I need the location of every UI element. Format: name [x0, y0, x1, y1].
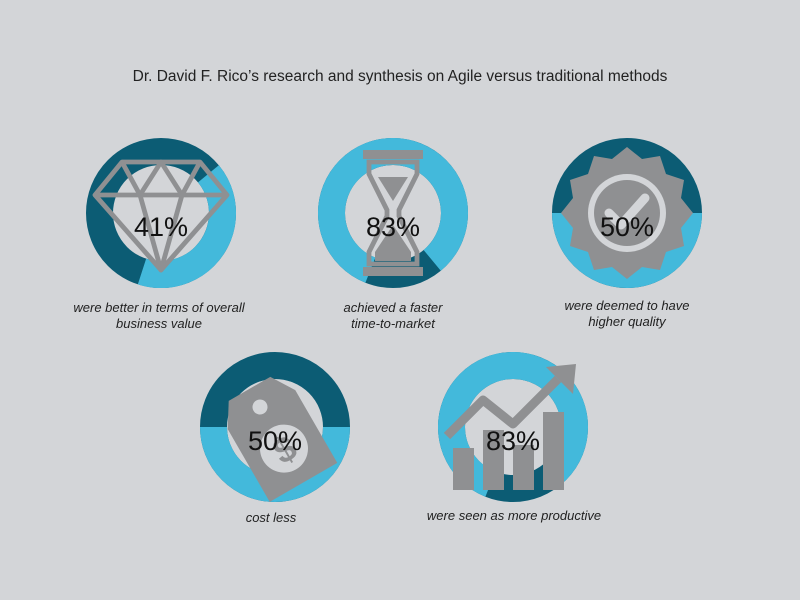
- caption-line: were deemed to have: [564, 298, 690, 313]
- caption-line: were seen as more productive: [426, 508, 602, 523]
- price-tag-icon: $: [227, 376, 338, 502]
- donut-time-to-market: 83%: [318, 138, 468, 288]
- caption-cost-less: cost less: [151, 510, 391, 526]
- donut-productive: 83%: [438, 352, 588, 502]
- percent-label: 83%: [485, 426, 541, 456]
- donut-cost-less: $ 50%: [200, 352, 350, 502]
- donut-higher-quality: 50%: [552, 138, 702, 288]
- caption-line: achieved a faster: [343, 300, 443, 315]
- percent-label: 50%: [599, 212, 655, 242]
- percent-label: 50%: [247, 426, 303, 456]
- caption-line: cost less: [245, 510, 297, 525]
- caption-time-to-market: achieved a faster time-to-market: [273, 300, 513, 332]
- chart-title: Dr. David F. Rico’s research and synthes…: [132, 68, 668, 85]
- caption-line: time-to-market: [351, 316, 435, 331]
- caption-business-value: were better in terms of overall business…: [39, 300, 279, 332]
- hourglass-icon: [363, 150, 423, 276]
- caption-line: business value: [116, 316, 202, 331]
- percent-label: 41%: [133, 212, 189, 242]
- diamond-icon: [92, 159, 230, 273]
- growth-chart-icon: [443, 364, 576, 490]
- caption-higher-quality: were deemed to have higher quality: [507, 298, 747, 330]
- percent-label: 83%: [365, 212, 421, 242]
- caption-line: were better in terms of overall: [73, 300, 245, 315]
- donut-business-value: 41%: [86, 138, 236, 288]
- quality-badge-icon: [561, 147, 693, 279]
- caption-line: higher quality: [588, 314, 666, 329]
- caption-productive: were seen as more productive: [394, 508, 634, 524]
